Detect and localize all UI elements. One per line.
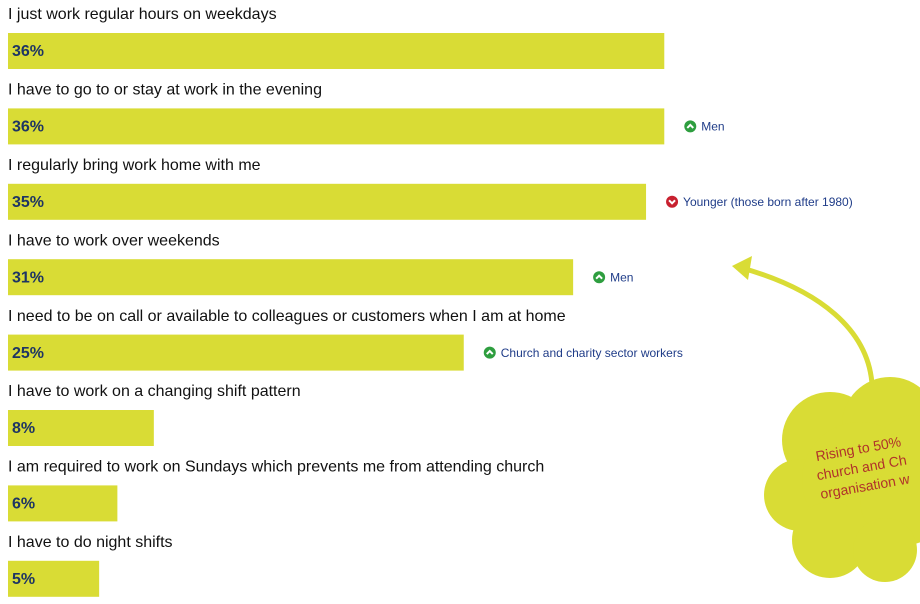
- bar: [8, 33, 664, 69]
- chart: I just work regular hours on weekdays 36%…: [0, 0, 920, 604]
- note: Men: [593, 270, 633, 284]
- category-label: I have to work over weekends: [8, 232, 220, 249]
- note-icon: [593, 271, 605, 283]
- category-label: I just work regular hours on weekdays: [8, 6, 277, 23]
- callout-arrow: [742, 268, 872, 384]
- note-text: Younger (those born after 1980): [683, 195, 853, 209]
- bar: [8, 335, 464, 371]
- value-label: 36%: [12, 119, 44, 136]
- callout-arrowhead: [732, 256, 752, 280]
- value-label: 36%: [12, 43, 44, 60]
- note-icon: [684, 120, 696, 132]
- value-label: 8%: [12, 420, 35, 437]
- note-text: Church and charity sector workers: [501, 346, 683, 360]
- note: Younger (those born after 1980): [666, 195, 853, 209]
- note: Men: [684, 120, 724, 134]
- note-icon: [666, 196, 678, 208]
- page: {"chart_data": { "type": "bar", "orienta…: [0, 0, 920, 604]
- category-label: I regularly bring work home with me: [8, 157, 261, 174]
- value-label: 31%: [12, 269, 44, 286]
- callout: [732, 256, 920, 582]
- bar: [8, 259, 573, 295]
- value-label: 5%: [12, 571, 35, 588]
- note: Church and charity sector workers: [484, 346, 683, 360]
- category-label: I need to be on call or available to col…: [8, 308, 566, 325]
- category-label: I have to work on a changing shift patte…: [8, 383, 301, 400]
- category-label: I have to do night shifts: [8, 534, 173, 551]
- value-label: 6%: [12, 496, 35, 513]
- note-text: Men: [701, 120, 724, 134]
- value-label: 35%: [12, 194, 44, 211]
- bar: [8, 184, 646, 220]
- category-label: I am required to work on Sundays which p…: [8, 459, 544, 476]
- bar: [8, 108, 664, 144]
- note-text: Men: [610, 270, 633, 284]
- category-label: I have to go to or stay at work in the e…: [8, 82, 322, 99]
- value-label: 25%: [12, 345, 44, 362]
- note-icon: [484, 347, 496, 359]
